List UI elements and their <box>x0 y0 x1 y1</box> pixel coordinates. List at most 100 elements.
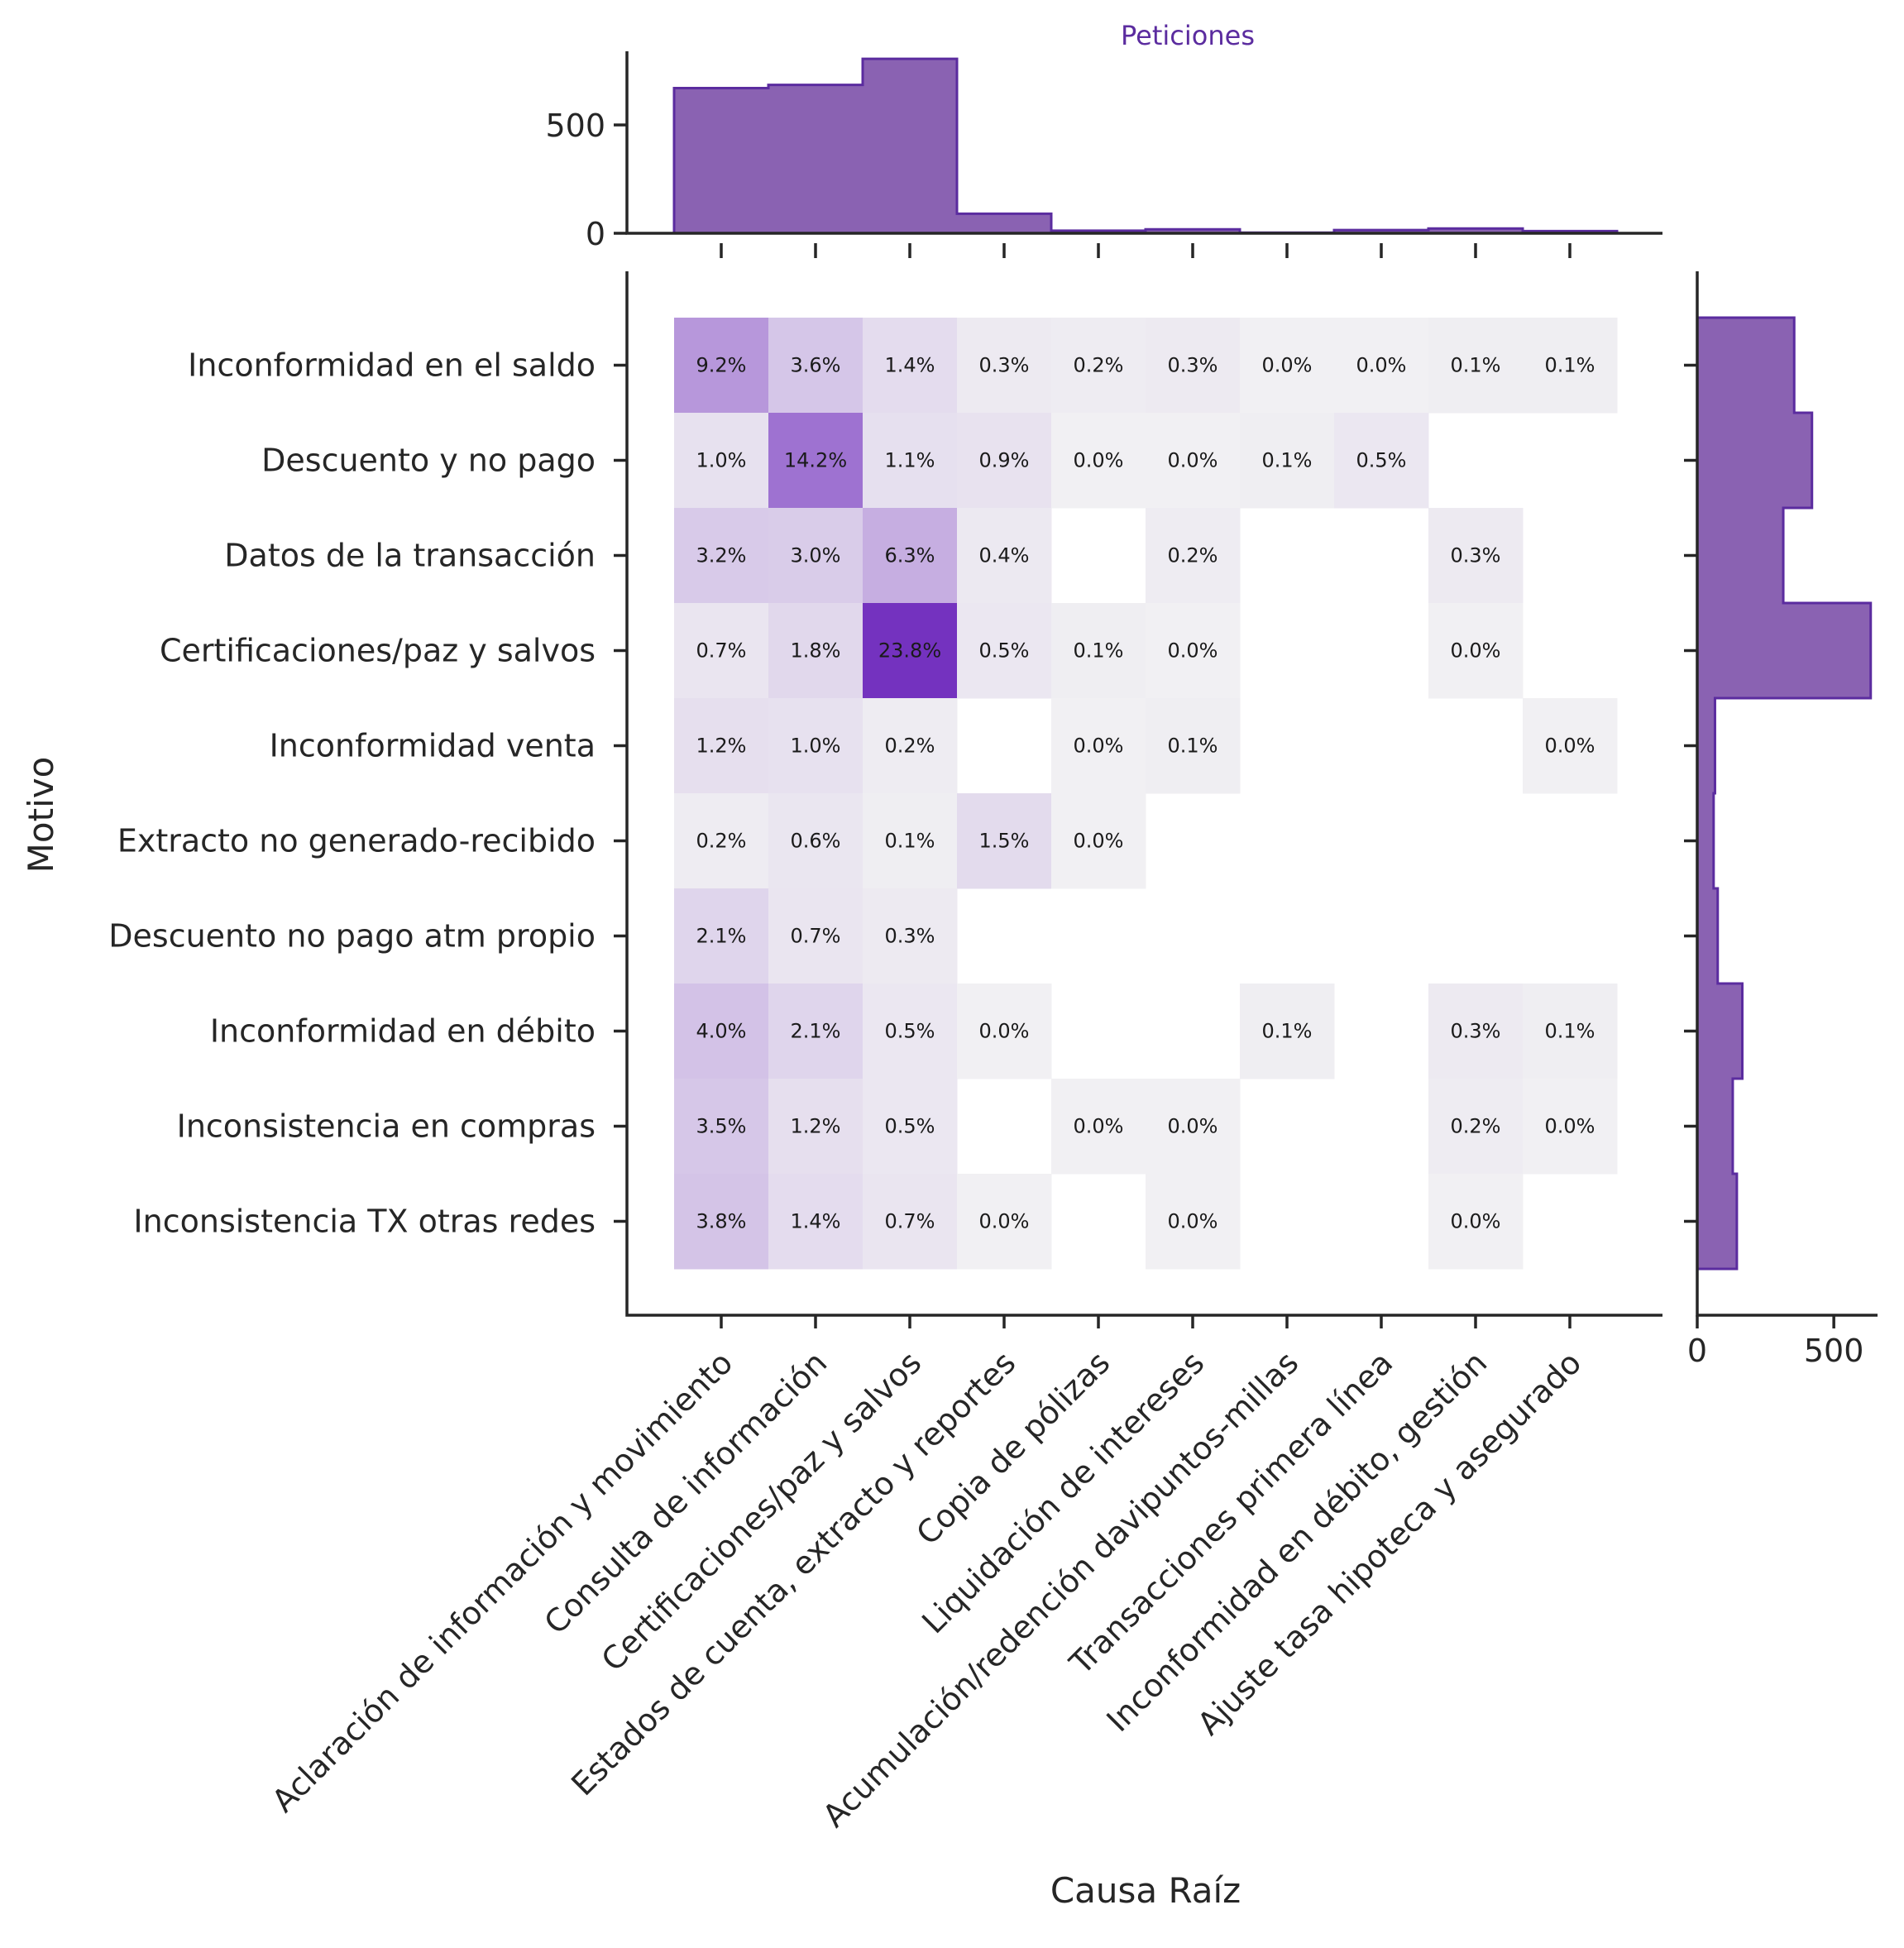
heatmap-cell <box>768 984 863 1079</box>
cell-label: 0.1% <box>1168 735 1218 758</box>
top-marginal-histogram: 0 500 <box>545 51 1662 252</box>
cell-label: 3.2% <box>696 544 747 567</box>
heatmap-cell <box>1146 318 1241 414</box>
heatmap-cell <box>1240 318 1335 414</box>
heatmap-cell <box>957 603 1052 699</box>
heatmap-cell <box>1428 318 1524 414</box>
heatmap-cell <box>1523 1079 1618 1175</box>
cell-label: 0.0% <box>1451 639 1501 663</box>
y-tick-label: Descuento y no pago <box>261 443 596 479</box>
heatmap-cell <box>1051 603 1146 699</box>
cell-label: 1.2% <box>791 1115 841 1138</box>
heatmap-cell <box>674 1174 769 1270</box>
heatmap-cell <box>768 1079 863 1175</box>
cell-label: 0.0% <box>1168 639 1218 663</box>
cell-label: 1.2% <box>696 735 747 758</box>
cell-label: 3.5% <box>696 1115 747 1138</box>
heatmap-cell <box>1334 413 1429 509</box>
heatmap-cell <box>674 793 769 889</box>
heatmap-cell <box>674 413 769 509</box>
cell-label: 3.6% <box>791 354 841 377</box>
heatmap-cell <box>768 413 863 509</box>
cell-label: 2.1% <box>696 925 747 948</box>
cell-label: 0.1% <box>1262 1020 1313 1043</box>
cell-label: 0.0% <box>1168 449 1218 472</box>
cell-label: 0.9% <box>979 449 1030 472</box>
cell-label: 0.1% <box>885 830 935 853</box>
heatmap-cell <box>674 1079 769 1175</box>
y-tick-label: Datos de la transacción <box>224 538 596 574</box>
heatmap-cell <box>1051 793 1146 889</box>
cell-label: 0.0% <box>1545 1115 1595 1138</box>
heatmap-cell <box>1051 318 1146 414</box>
heatmap-cell <box>957 984 1052 1079</box>
cell-label: 0.0% <box>979 1020 1030 1043</box>
cell-label: 1.0% <box>791 735 841 758</box>
heatmap-cell <box>1240 984 1335 1079</box>
cell-label: 0.1% <box>1074 639 1124 663</box>
y-tick-label: Inconformidad en el saldo <box>188 347 596 384</box>
heatmap-cell <box>1428 603 1524 699</box>
heatmap-cell <box>863 1079 958 1175</box>
chart-title: Peticiones <box>1121 20 1255 51</box>
cell-label: 0.6% <box>791 830 841 853</box>
cell-label: 0.0% <box>1545 735 1595 758</box>
cell-label: 0.1% <box>1545 354 1595 377</box>
top-histogram-bars <box>672 57 1619 235</box>
heatmap-cell <box>1523 698 1618 794</box>
heatmap-cell <box>674 698 769 794</box>
cell-label: 0.0% <box>1074 1115 1124 1138</box>
cell-label: 0.7% <box>791 925 841 948</box>
cell-label: 0.5% <box>885 1115 935 1138</box>
cell-label: 2.1% <box>791 1020 841 1043</box>
heatmap-cell <box>1051 698 1146 794</box>
cell-label: 0.3% <box>979 354 1030 377</box>
heatmap-cell <box>1146 508 1241 604</box>
heatmap-cell <box>1523 318 1618 414</box>
cell-label: 0.3% <box>1451 1020 1501 1043</box>
y-axis-title: Motivo <box>21 757 61 873</box>
heatmap-cell <box>674 888 769 984</box>
cell-label: 0.3% <box>885 925 935 948</box>
heatmap-cell <box>1428 984 1524 1079</box>
heatmap-cell <box>863 1174 958 1270</box>
heatmap-cell <box>957 508 1052 604</box>
y-tick-label: Extracto no generado-recibido <box>117 823 596 859</box>
heatmap-cell <box>1523 984 1618 1079</box>
cell-label: 0.2% <box>1451 1115 1501 1138</box>
cell-label: 14.2% <box>784 449 847 472</box>
cell-label: 9.2% <box>696 354 747 377</box>
heatmap-cell <box>1146 1079 1241 1175</box>
x-axis-title: Causa Raíz <box>1050 1870 1241 1911</box>
heatmap-cell <box>674 603 769 699</box>
y-tick-label: Inconsistencia en compras <box>177 1108 596 1145</box>
cell-label: 3.8% <box>696 1210 747 1233</box>
heatmap-cell <box>957 1174 1052 1270</box>
heatmap-cell <box>674 318 769 414</box>
heatmap-cell <box>768 888 863 984</box>
cell-label: 0.0% <box>1168 1115 1218 1138</box>
cell-label: 0.2% <box>1168 544 1218 567</box>
heatmap-cell <box>1240 413 1335 509</box>
cell-label: 0.0% <box>1262 354 1313 377</box>
cell-label: 0.0% <box>1168 1210 1218 1233</box>
cell-label: 0.7% <box>696 639 747 663</box>
heatmap-cell <box>674 508 769 604</box>
heatmap-cell <box>1428 1174 1524 1270</box>
main-axes-spine <box>625 271 1662 1317</box>
heatmap-cell <box>1051 413 1146 509</box>
heatmap-cell <box>1334 318 1429 414</box>
cell-label: 0.4% <box>979 544 1030 567</box>
cell-label: 0.3% <box>1168 354 1218 377</box>
heatmap-cell <box>768 1174 863 1270</box>
cell-label: 0.0% <box>1074 449 1124 472</box>
cell-label: 0.3% <box>1451 544 1501 567</box>
heatmap-cell <box>768 793 863 889</box>
heatmap-cell <box>1428 1079 1524 1175</box>
cell-label: 0.0% <box>1451 1210 1501 1233</box>
heatmap: 9.2% 3.6% 1.4% 0.3% 0.2% 0.3% 0.0% 0.0% 0.1% 0.1%… <box>674 318 1618 1270</box>
heatmap-cell <box>1146 698 1241 794</box>
cell-label: 6.3% <box>885 544 935 567</box>
y-tick-label: Inconformidad en débito <box>210 1013 596 1050</box>
